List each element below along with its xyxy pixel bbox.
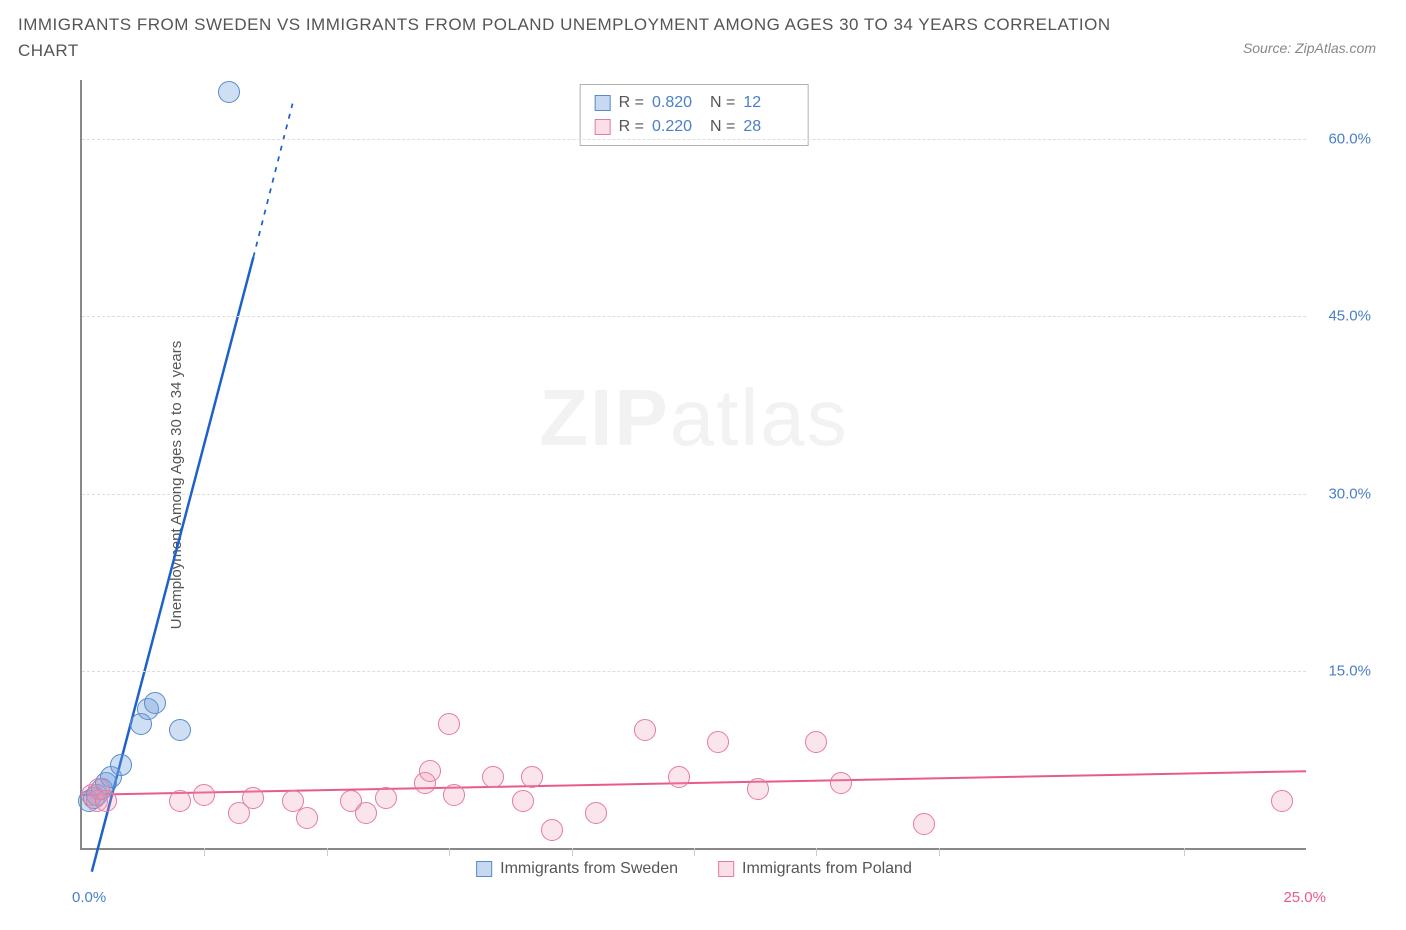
x-tick-mark [327,848,328,856]
data-point-poland [1271,790,1293,812]
data-point-poland [913,813,935,835]
y-tick-label: 45.0% [1328,308,1371,325]
data-point-poland [419,760,441,782]
legend-item-poland: Immigrants from Poland [718,860,912,878]
data-point-sweden [169,719,191,741]
data-point-poland [355,802,377,824]
x-tick-mark [449,848,450,856]
r-value-poland: 0.220 [652,115,702,139]
r-value-sweden: 0.820 [652,91,702,115]
data-point-poland [95,790,117,812]
legend-label-sweden: Immigrants from Sweden [500,860,678,878]
data-point-poland [375,787,397,809]
x-tick-min: 0.0% [72,889,106,906]
swatch-icon [476,861,492,877]
y-tick-label: 30.0% [1328,485,1371,502]
data-point-poland [438,713,460,735]
trend-lines [82,80,1306,848]
data-point-sweden [110,754,132,776]
n-label: N = [710,91,735,115]
gridline-h [82,494,1306,495]
plot-area: ZIPatlas R = 0.820 N = 12 R = 0.220 N = … [80,80,1306,850]
x-tick-mark [939,848,940,856]
trendline-poland [82,771,1306,795]
y-tick-label: 15.0% [1328,662,1371,679]
data-point-poland [296,807,318,829]
data-point-poland [707,731,729,753]
source-label: Source: ZipAtlas.com [1243,40,1376,56]
chart-container: Unemployment Among Ages 30 to 34 years Z… [50,80,1376,890]
data-point-poland [169,790,191,812]
legend-label-poland: Immigrants from Poland [742,860,912,878]
x-tick-mark [816,848,817,856]
data-point-poland [585,802,607,824]
r-label: R = [619,91,644,115]
swatch-icon [595,95,611,111]
data-point-poland [805,731,827,753]
legend-row-sweden: R = 0.820 N = 12 [595,91,794,115]
legend-item-sweden: Immigrants from Sweden [476,860,678,878]
gridline-h [82,139,1306,140]
r-label: R = [619,115,644,139]
gridline-h [82,671,1306,672]
data-point-sweden [218,81,240,103]
data-point-poland [482,766,504,788]
swatch-icon [595,119,611,135]
data-point-poland [747,778,769,800]
n-label: N = [710,115,735,139]
data-point-poland [242,787,264,809]
chart-title: IMMIGRANTS FROM SWEDEN VS IMMIGRANTS FRO… [18,12,1118,63]
data-point-poland [541,819,563,841]
data-point-poland [830,772,852,794]
x-tick-max: 25.0% [1283,889,1326,906]
y-tick-label: 60.0% [1328,131,1371,148]
legend-row-poland: R = 0.220 N = 28 [595,115,794,139]
stats-legend: R = 0.820 N = 12 R = 0.220 N = 28 [580,84,809,146]
data-point-poland [668,766,690,788]
x-tick-mark [694,848,695,856]
n-value-sweden: 12 [743,91,793,115]
n-value-poland: 28 [743,115,793,139]
data-point-sweden [144,692,166,714]
x-tick-mark [572,848,573,856]
x-tick-mark [1184,848,1185,856]
data-point-poland [521,766,543,788]
data-point-poland [443,784,465,806]
data-point-poland [634,719,656,741]
trendline-dash-sweden [253,104,292,258]
data-point-poland [512,790,534,812]
data-point-poland [193,784,215,806]
swatch-icon [718,861,734,877]
x-tick-mark [204,848,205,856]
series-legend: Immigrants from Sweden Immigrants from P… [476,860,912,878]
gridline-h [82,316,1306,317]
